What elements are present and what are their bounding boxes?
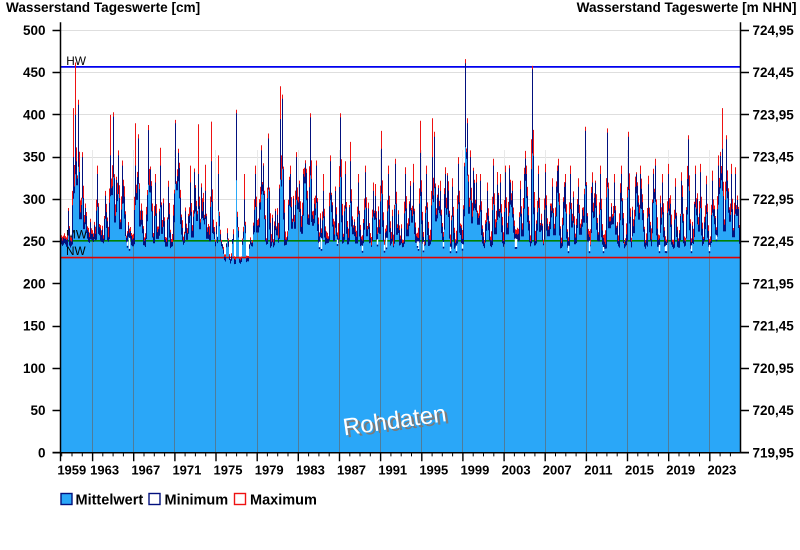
svg-text:720,45: 720,45 [753,403,795,418]
svg-text:724,45: 724,45 [753,65,795,80]
svg-text:1959: 1959 [57,463,86,478]
svg-text:1979: 1979 [255,463,284,478]
svg-text:1975: 1975 [214,463,243,478]
svg-text:HW: HW [66,54,87,68]
svg-text:1983: 1983 [296,463,325,478]
svg-text:300: 300 [23,192,46,207]
svg-text:1995: 1995 [419,463,448,478]
svg-text:50: 50 [30,403,45,418]
svg-text:NW: NW [66,244,87,258]
svg-text:724,95: 724,95 [753,23,795,38]
svg-text:2011: 2011 [584,463,612,478]
svg-text:Mittelwert: Mittelwert [76,493,144,509]
svg-text:250: 250 [23,234,46,249]
svg-text:400: 400 [23,108,46,123]
svg-text:1967: 1967 [131,463,160,478]
svg-text:721,95: 721,95 [753,276,795,291]
svg-text:100: 100 [23,361,46,376]
svg-text:2019: 2019 [666,463,695,478]
svg-text:722,95: 722,95 [753,192,795,207]
svg-text:2003: 2003 [502,463,531,478]
svg-text:721,45: 721,45 [753,319,795,334]
svg-text:722,45: 722,45 [753,234,795,249]
svg-text:720,95: 720,95 [753,361,795,376]
svg-text:0: 0 [38,445,46,460]
svg-text:2015: 2015 [625,463,654,478]
svg-text:1971: 1971 [172,463,201,478]
svg-text:723,95: 723,95 [753,108,795,123]
svg-text:1963: 1963 [90,463,119,478]
svg-text:1987: 1987 [337,463,366,478]
svg-text:Minimum: Minimum [165,493,229,509]
svg-text:723,45: 723,45 [753,150,795,165]
svg-text:450: 450 [23,65,46,80]
svg-text:Wasserstand Tageswerte [cm]: Wasserstand Tageswerte [cm] [6,0,200,15]
svg-text:150: 150 [23,319,46,334]
svg-text:Maximum: Maximum [250,493,317,509]
svg-text:1999: 1999 [460,463,489,478]
svg-text:1991: 1991 [378,463,407,478]
svg-text:Wasserstand Tageswerte [m NHN]: Wasserstand Tageswerte [m NHN] [577,0,797,15]
svg-text:500: 500 [23,23,46,38]
svg-text:200: 200 [23,276,46,291]
svg-text:2023: 2023 [707,463,736,478]
svg-text:2007: 2007 [543,463,572,478]
svg-text:350: 350 [23,150,46,165]
svg-text:719,95: 719,95 [753,445,795,460]
